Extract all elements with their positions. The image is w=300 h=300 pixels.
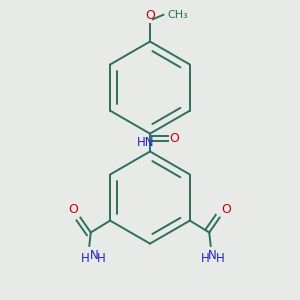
Text: O: O xyxy=(169,132,179,145)
Text: CH₃: CH₃ xyxy=(168,10,189,20)
Text: H: H xyxy=(200,252,209,266)
Text: N: N xyxy=(208,249,217,262)
Text: H: H xyxy=(80,252,89,266)
Text: H: H xyxy=(216,252,225,266)
Text: HN: HN xyxy=(136,136,154,149)
Text: O: O xyxy=(69,203,79,216)
Text: H: H xyxy=(97,252,106,266)
Text: O: O xyxy=(145,9,155,22)
Text: O: O xyxy=(221,203,231,216)
Text: N: N xyxy=(89,249,98,262)
